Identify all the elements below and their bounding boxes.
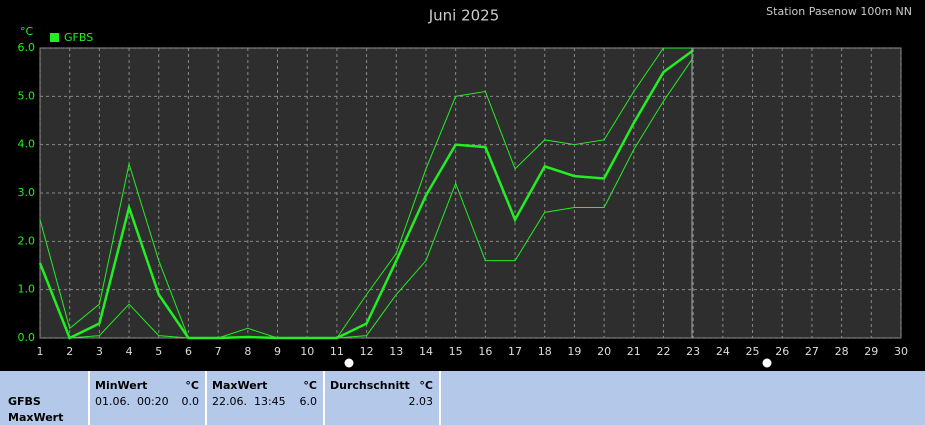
x-tick-label: 25 — [746, 345, 760, 358]
marker[interactable] — [761, 357, 773, 369]
y-tick-label: 3.0 — [18, 186, 36, 199]
x-tick-label: 11 — [330, 345, 344, 358]
column-value: 0.0 — [181, 395, 200, 408]
x-tick-label: 26 — [775, 345, 789, 358]
x-tick-label: 14 — [419, 345, 433, 358]
column-unit: °C — [185, 379, 199, 392]
series-line — [39, 57, 694, 339]
x-tick-label: 8 — [244, 345, 251, 358]
column-unit: °C — [303, 379, 317, 392]
x-tick-label: 24 — [716, 345, 730, 358]
x-tick-label: 28 — [835, 345, 849, 358]
stats-column: MinWert °C 01.06. 00:20 0.0 — [88, 371, 205, 425]
series-line — [38, 49, 694, 340]
chart-title: Juni 2025 — [428, 7, 500, 25]
x-tick-label: 9 — [274, 345, 281, 358]
y-tick-label: 2.0 — [18, 234, 36, 247]
legend-label: GFBS — [64, 31, 93, 44]
chart: Juni 2025 Station Pasenow 100m NN °C GFB… — [18, 5, 912, 369]
x-tick-label: 5 — [155, 345, 162, 358]
x-tick-label: 7 — [215, 345, 222, 358]
x-tick-label: 2 — [66, 345, 73, 358]
column-time: 22.06. 13:45 — [212, 395, 286, 408]
x-tick-label: 3 — [96, 345, 103, 358]
y-tick-label: 0.0 — [18, 331, 36, 344]
x-tick-label: 12 — [360, 345, 374, 358]
column-header: MinWert — [95, 379, 148, 392]
y-unit: °C — [20, 25, 34, 38]
series-line — [39, 47, 694, 339]
stats-panel: GFBS MaxWert MinWert °C 01.06. 00:20 0.0 Max… — [0, 371, 925, 425]
stats-column: Durchschnitt °C 2.03 — [323, 371, 441, 425]
x-tick-label: 6 — [185, 345, 192, 358]
column-header: MaxWert — [212, 379, 268, 392]
stats-column: MaxWert °C 22.06. 13:45 6.0 — [205, 371, 323, 425]
x-tick-label: 18 — [538, 345, 552, 358]
x-tick-label: 20 — [597, 345, 611, 358]
x-tick-label: 16 — [478, 345, 492, 358]
legend-swatch — [50, 33, 59, 42]
plot-area — [39, 47, 902, 339]
y-tick-label: 6.0 — [18, 41, 36, 54]
column-header: Durchschnitt — [330, 379, 410, 392]
station: GFBS — [8, 395, 41, 408]
x-tick-label: 13 — [389, 345, 403, 358]
mode: MaxWert — [8, 411, 64, 424]
x-tick-label: 17 — [508, 345, 522, 358]
column-value: 6.0 — [299, 395, 318, 408]
marker[interactable] — [343, 357, 355, 369]
x-tick-label: 22 — [656, 345, 670, 358]
column-value: 2.03 — [408, 395, 434, 408]
column-unit: °C — [419, 379, 433, 392]
x-tick-label: 4 — [126, 345, 133, 358]
y-tick-label: 1.0 — [18, 283, 36, 296]
x-tick-label: 10 — [300, 345, 314, 358]
x-tick-label: 30 — [894, 345, 908, 358]
x-tick-label: 29 — [864, 345, 878, 358]
x-tick-label: 23 — [686, 345, 700, 358]
x-tick-label: 19 — [567, 345, 581, 358]
x-tick-label: 1 — [37, 345, 44, 358]
subtitle: Station Pasenow 100m NN — [766, 5, 912, 18]
x-tick-label: 15 — [449, 345, 463, 358]
x-tick-label: 27 — [805, 345, 819, 358]
y-tick-label: 5.0 — [18, 89, 36, 102]
y-tick-label: 4.0 — [18, 138, 36, 151]
column-time: 01.06. 00:20 — [95, 395, 169, 408]
x-tick-label: 21 — [627, 345, 641, 358]
